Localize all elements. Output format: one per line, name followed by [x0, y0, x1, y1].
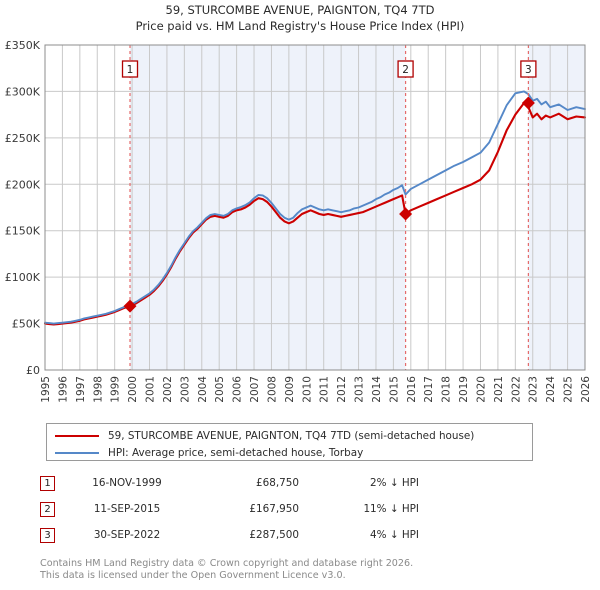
legend-swatch-property — [55, 434, 99, 437]
legend-item-hpi: HPI: Average price, semi-detached house,… — [47, 444, 532, 461]
x-axis-tick-label: 2025 — [563, 376, 575, 403]
marker-badge-box-1[interactable] — [121, 60, 139, 78]
marker-badge-3: 3 — [40, 527, 55, 543]
x-axis-tick-label: 1998 — [92, 376, 104, 403]
x-axis-tick-label: 2015 — [388, 376, 400, 403]
x-axis-tick-label: 2020 — [475, 376, 487, 403]
page-title: 59, STURCOMBE AVENUE, PAIGNTON, TQ4 7TD … — [0, 2, 600, 34]
y-axis-tick-label: £350K — [5, 39, 41, 52]
x-axis-tick-label: 2008 — [266, 376, 278, 403]
y-axis-tick-label: £300K — [5, 85, 41, 98]
x-axis-tick-label: 2007 — [249, 376, 261, 403]
transaction-hpi-delta: 4% ↓ HPI — [370, 529, 419, 541]
chart-title: 59, STURCOMBE AVENUE, PAIGNTON, TQ4 7TD — [165, 3, 435, 17]
x-axis-tick-label: 2004 — [197, 376, 209, 403]
y-axis-tick-label: £0 — [26, 364, 40, 377]
legend-label-hpi: HPI: Average price, semi-detached house,… — [108, 446, 364, 459]
x-axis-tick-label: 2018 — [441, 376, 453, 403]
footer-licence: This data is licensed under the Open Gov… — [40, 569, 346, 581]
transaction-price: £167,950 — [249, 503, 299, 515]
marker-badge-2: 2 — [40, 501, 55, 517]
legend-label-property: 59, STURCOMBE AVENUE, PAIGNTON, TQ4 7TD … — [108, 429, 475, 442]
marker-badge-label-2: 2 — [402, 64, 409, 76]
marker-point-3[interactable] — [521, 96, 535, 110]
x-axis-tick-label: 2024 — [545, 376, 557, 403]
transaction-hpi-delta: 11% ↓ HPI — [363, 503, 419, 515]
x-axis-tick-label: 2019 — [458, 376, 470, 403]
transaction-date: 16-NOV-1999 — [92, 477, 162, 489]
transaction-date: 11-SEP-2015 — [93, 503, 161, 515]
x-axis-tick-label: 1995 — [40, 376, 52, 403]
marker-badge-label-3: 3 — [525, 64, 532, 76]
legend-item-property: 59, STURCOMBE AVENUE, PAIGNTON, TQ4 7TD … — [47, 427, 532, 444]
x-axis-tick-label: 1999 — [110, 376, 122, 403]
x-axis-tick-label: 2013 — [354, 376, 366, 403]
x-axis-tick-label: 2002 — [162, 376, 174, 403]
x-axis-tick-label: 1996 — [57, 376, 69, 403]
x-axis-tick-label: 2011 — [319, 376, 331, 403]
x-axis-tick-label: 2017 — [423, 376, 435, 403]
x-axis-tick-label: 2022 — [510, 376, 522, 403]
x-axis-tick-label: 2010 — [301, 376, 313, 403]
price-history-chart: £0 £50K £100K £150K £200K £250K £300K £350K 1995… — [5, 39, 592, 403]
y-axis-tick-label: £250K — [5, 132, 41, 145]
x-axis-tick-label: 2014 — [371, 376, 383, 403]
marker-badge-1: 1 — [40, 475, 55, 491]
transactions-table: 1 16-NOV-1999 £68,750 2% ↓ HPI 2 11-SEP-… — [40, 470, 510, 548]
x-axis-tick-label: 2026 — [580, 376, 592, 403]
x-axis-tick-label: 2005 — [214, 376, 226, 403]
transaction-hpi-delta: 2% ↓ HPI — [370, 477, 419, 489]
attribution-footer: Contains HM Land Registry data © Crown c… — [40, 558, 560, 581]
chart-band — [528, 45, 585, 370]
marker-badge-box-3[interactable] — [520, 60, 537, 78]
table-row[interactable]: 1 16-NOV-1999 £68,750 2% ↓ HPI — [40, 470, 510, 496]
legend-swatch-hpi — [55, 451, 99, 454]
chart-legend: 59, STURCOMBE AVENUE, PAIGNTON, TQ4 7TD … — [46, 423, 533, 461]
y-axis-tick-label: £200K — [5, 178, 41, 191]
footer-copyright: Contains HM Land Registry data © Crown c… — [40, 558, 414, 569]
y-axis-tick-label: £100K — [5, 271, 41, 284]
transaction-price: £68,750 — [256, 477, 299, 489]
marker-point-2[interactable] — [399, 207, 413, 221]
table-row[interactable]: 2 11-SEP-2015 £167,950 11% ↓ HPI — [40, 496, 510, 522]
marker-badge-label-1: 1 — [127, 64, 134, 76]
x-axis-tick-label: 2001 — [145, 376, 157, 403]
plot-frame — [44, 44, 586, 371]
x-axis-tick-label: 2000 — [127, 376, 139, 403]
series-line-hpi — [44, 90, 586, 325]
x-axis-tick-label: 2023 — [528, 376, 540, 403]
transaction-price: £287,500 — [249, 529, 299, 541]
chart-band — [130, 45, 406, 370]
x-axis-tick-label: 2009 — [284, 376, 296, 403]
x-axis-tick-label: 2003 — [179, 376, 191, 403]
transaction-date: 30-SEP-2022 — [93, 529, 161, 541]
marker-point-1[interactable] — [123, 299, 137, 313]
chart-subtitle: Price paid vs. HM Land Registry's House … — [135, 19, 465, 33]
y-axis-tick-label: £50K — [12, 318, 41, 331]
marker-badge-box-2[interactable] — [397, 60, 414, 78]
x-axis-tick-label: 2012 — [336, 376, 348, 403]
x-axis-tick-label: 2006 — [232, 376, 244, 403]
table-row[interactable]: 3 30-SEP-2022 £287,500 4% ↓ HPI — [40, 522, 510, 548]
x-axis-tick-label: 2016 — [406, 376, 418, 403]
x-axis-tick-label: 1997 — [75, 376, 87, 403]
x-axis-tick-label: 2021 — [493, 376, 505, 403]
y-axis-tick-label: £150K — [5, 225, 41, 238]
